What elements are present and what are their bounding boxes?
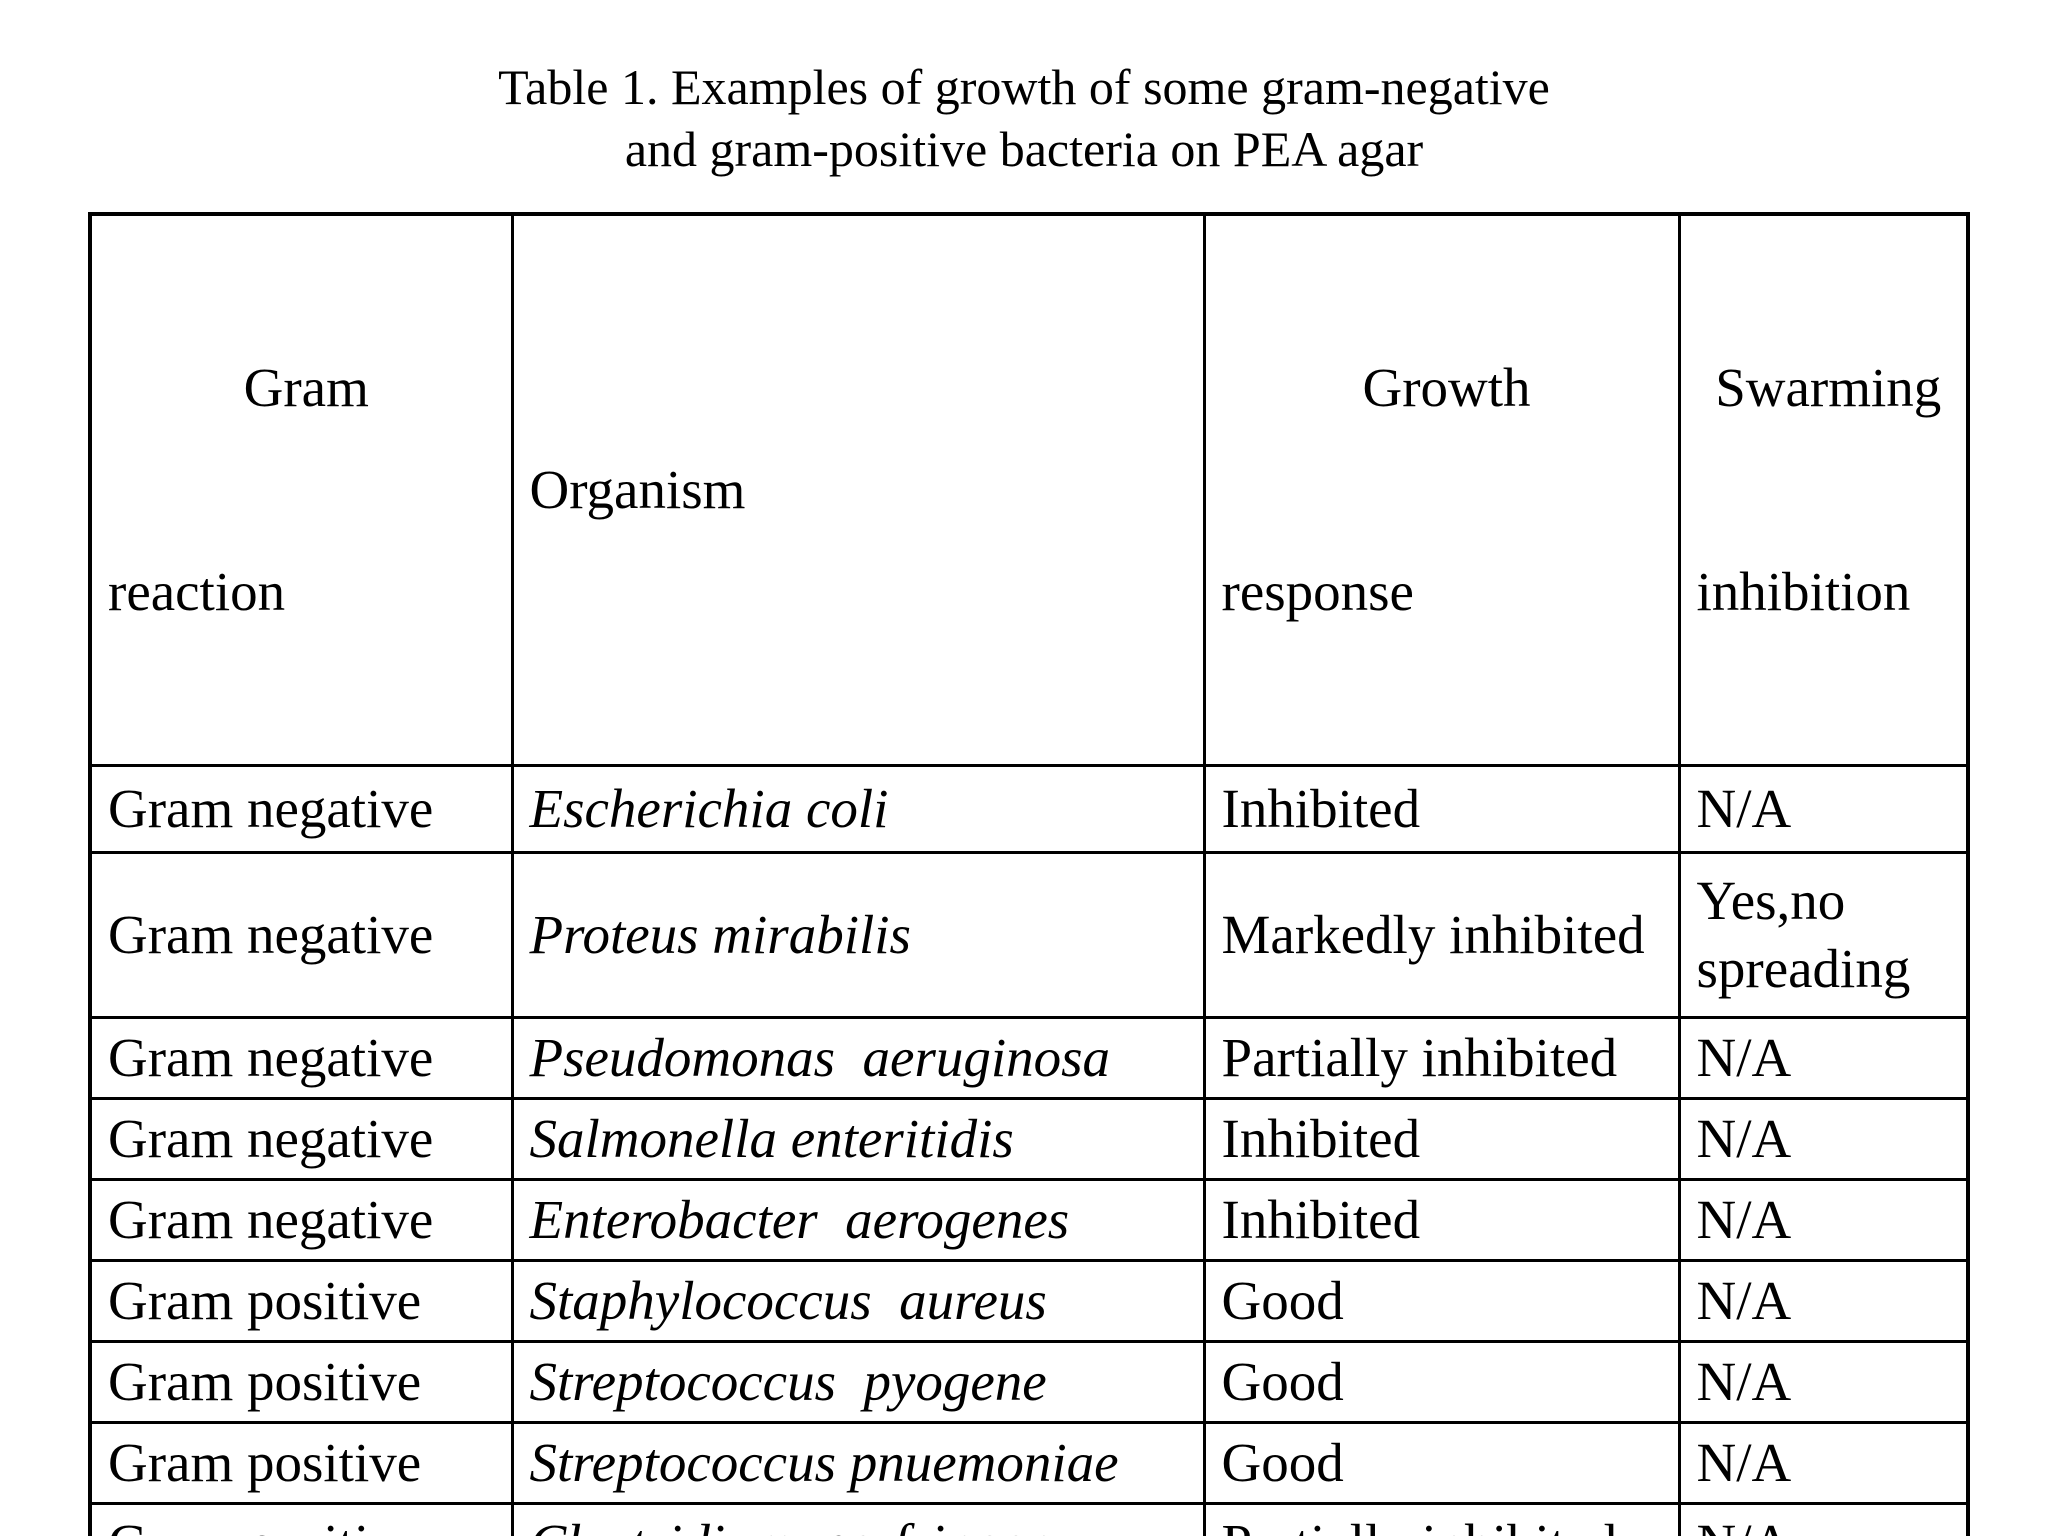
organism-cell: Enterobacter aerogenes xyxy=(510,1178,1206,1262)
organism-name: Enterobacter aerogenes xyxy=(529,1189,1070,1250)
header-cell-organism: Organism xyxy=(510,212,1206,767)
swarming-inhibition-cell: N/A xyxy=(1677,1340,1970,1424)
organism-cell: Streptococcus pyogene xyxy=(510,1340,1206,1424)
header-response-line: response xyxy=(1221,561,1414,622)
header-swarming-line: Swarming xyxy=(1715,357,1942,418)
table-row: Gram positive Streptococcus pyogene Good… xyxy=(88,1340,1970,1424)
gram-reaction-cell: Gram positive xyxy=(88,1259,514,1343)
table-row: Gram negative Escherichia coli Inhibited… xyxy=(88,764,1970,854)
organism-name: Staphylococcus aureus xyxy=(529,1270,1047,1331)
gram-reaction-cell: Gram positive xyxy=(88,1421,514,1505)
organism-cell: Escherichia coli xyxy=(510,764,1206,854)
table-caption: Table 1. Examples of growth of some gram… xyxy=(0,56,2048,180)
growth-response-cell: Inhibited xyxy=(1202,764,1681,854)
organism-name: Escherichia coli xyxy=(529,778,889,839)
gram-reaction-cell: Gram negative xyxy=(88,1178,514,1262)
growth-response-cell: Good xyxy=(1202,1259,1681,1343)
header-inhibition-line: inhibition xyxy=(1696,561,1911,622)
table-caption-line-1: Table 1. Examples of growth of some gram… xyxy=(498,59,1550,115)
header-cell-growth-response: Growth response xyxy=(1202,212,1681,767)
organism-cell: Pseudomonas aeruginosa xyxy=(510,1016,1206,1100)
table-row: Gram negative Pseudomonas aeruginosa Par… xyxy=(88,1016,1970,1100)
swarming-inhibition-cell: N/A xyxy=(1677,1421,1970,1505)
organism-name: Pseudomonas aeruginosa xyxy=(529,1027,1111,1088)
swarming-inhibition-cell: Yes,no spreading xyxy=(1677,851,1970,1019)
header-cell-gram-reaction: Gram reaction xyxy=(88,212,514,767)
growth-response-cell: Inhibited xyxy=(1202,1178,1681,1262)
organism-name: Clostridium perfringens xyxy=(530,1513,1074,1536)
organism-cell: Clostridium perfringens xyxy=(510,1502,1206,1536)
growth-response-cell: Inhibited xyxy=(1202,1097,1681,1181)
gram-reaction-cell: Gram positive xyxy=(88,1340,514,1424)
growth-response-cell: Good xyxy=(1202,1421,1681,1505)
organism-name: Salmonella enteritidis xyxy=(529,1108,1014,1169)
gram-reaction-cell: Gram negative xyxy=(88,764,514,854)
swarming-inhibition-cell: N/A xyxy=(1677,764,1970,854)
gram-reaction-cell: Gram positive xyxy=(88,1502,514,1536)
organism-cell: Streptococcus pnuemoniae xyxy=(510,1421,1206,1505)
table-row: Gram positive Staphylococcus aureus Good… xyxy=(88,1259,1970,1343)
organism-name: Streptococcus pyogene xyxy=(529,1351,1047,1412)
organism-name: Streptococcus pnuemoniae xyxy=(529,1432,1119,1493)
header-cell-swarming-inhibition: Swarming inhibition xyxy=(1677,212,1970,767)
gram-reaction-cell: Gram negative xyxy=(88,1097,514,1181)
organism-cell: Proteus mirabilis xyxy=(510,851,1206,1019)
table-row: Gram negative Enterobacter aerogenes Inh… xyxy=(88,1178,1970,1262)
swarming-inhibition-cell: N/A xyxy=(1677,1259,1970,1343)
swarming-inhibition-cell: N/A xyxy=(1677,1178,1970,1262)
growth-response-cell: Partially inhibited xyxy=(1202,1502,1681,1536)
table-caption-line-2: and gram-positive bacteria on PEA agar xyxy=(624,121,1424,177)
organism-name: Proteus mirabilis xyxy=(529,904,911,965)
header-reaction-line: reaction xyxy=(108,561,286,622)
swarming-inhibition-cell: N/A xyxy=(1677,1097,1970,1181)
table-row: Gram positive Clostridium perfringens Pa… xyxy=(88,1502,1970,1536)
table-row: Gram negative Salmonella enteritidis Inh… xyxy=(88,1097,1970,1181)
gram-reaction-cell: Gram negative xyxy=(88,1016,514,1100)
header-gram-line: Gram xyxy=(243,357,369,418)
table-row: Gram positive Streptococcus pnuemoniae G… xyxy=(88,1421,1970,1505)
swarming-inhibition-cell: N/A xyxy=(1677,1502,1970,1536)
growth-response-cell: Markedly inhibited xyxy=(1202,851,1681,1019)
organism-cell: Salmonella enteritidis xyxy=(510,1097,1206,1181)
header-row: Gram reaction Organism Growth response S… xyxy=(88,212,1970,767)
header-growth-line: Growth xyxy=(1362,357,1531,418)
organism-cell: Staphylococcus aureus xyxy=(510,1259,1206,1343)
data-table: Gram reaction Organism Growth response S… xyxy=(88,212,1970,1536)
table-row: Gram negative Proteus mirabilis Markedly… xyxy=(88,851,1970,1019)
gram-reaction-cell: Gram negative xyxy=(88,851,514,1019)
swarming-inhibition-cell: N/A xyxy=(1677,1016,1970,1100)
growth-response-cell: Partially inhibited xyxy=(1202,1016,1681,1100)
growth-response-cell: Good xyxy=(1202,1340,1681,1424)
